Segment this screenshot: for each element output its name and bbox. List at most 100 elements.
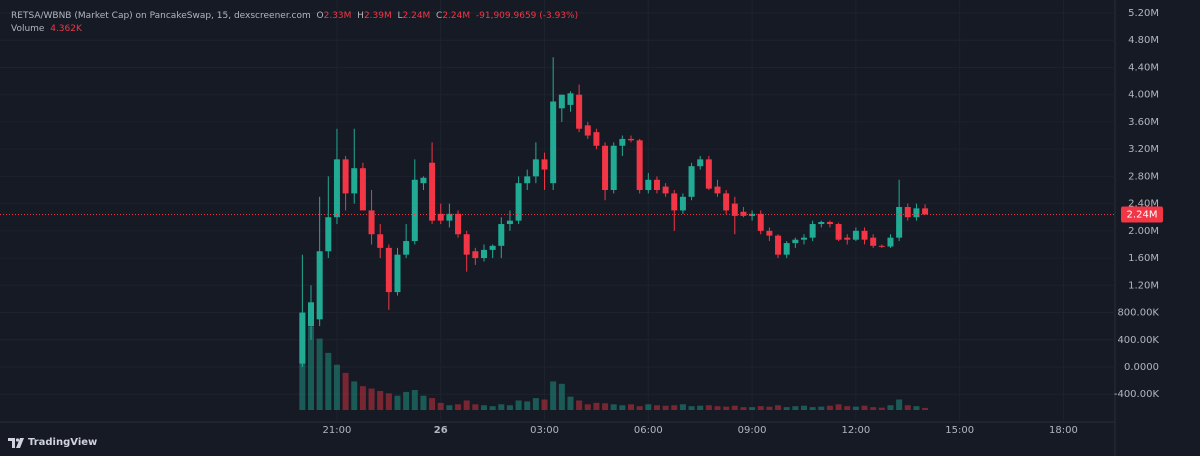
- candle-body: [887, 237, 894, 247]
- volume-bar: [316, 338, 323, 410]
- ohlc-key: H: [357, 11, 364, 21]
- volume-bar: [602, 403, 609, 410]
- candle-body: [506, 220, 513, 225]
- y-tick-label: 2.40M: [1128, 199, 1159, 210]
- volume-bar: [359, 386, 366, 410]
- y-tick-label: -400.00K: [1114, 389, 1160, 400]
- volume-bar: [455, 404, 462, 410]
- candle-body: [333, 159, 340, 218]
- candle-body: [437, 213, 444, 221]
- candle-body: [922, 208, 929, 215]
- volume-bar: [697, 405, 704, 410]
- candle-body: [835, 224, 842, 240]
- volume-bar: [489, 406, 496, 410]
- candle-body: [602, 145, 609, 190]
- y-tick-label: 2.80M: [1128, 171, 1159, 182]
- volume-bar: [342, 372, 349, 410]
- x-tick-label: 12:00: [841, 425, 870, 436]
- ohlc-key: L: [397, 11, 403, 21]
- candle-body: [749, 213, 756, 216]
- y-tick-label: 800.00K: [1117, 308, 1159, 319]
- volume-bar: [844, 406, 851, 410]
- x-tick-label: 21:00: [323, 425, 352, 436]
- volume-bar: [757, 406, 764, 410]
- volume-bar: [411, 390, 418, 410]
- volume-bar: [619, 405, 626, 410]
- volume-bar: [498, 404, 505, 410]
- brand[interactable]: TradingView: [8, 437, 97, 448]
- candle-body: [411, 179, 418, 242]
- candle-body: [420, 177, 427, 184]
- candle-body: [826, 221, 833, 225]
- candle-body: [515, 183, 522, 221]
- volume-bar: [679, 404, 686, 410]
- candle-body: [723, 193, 730, 211]
- candle-body: [878, 245, 885, 247]
- chart-title: RETSA/WBNB (Market Cap) on PancakeSwap, …: [11, 11, 311, 21]
- brand-logo: [8, 437, 24, 448]
- candle-body: [524, 176, 531, 184]
- volume-bar: [705, 405, 712, 410]
- candle-body: [576, 94, 583, 129]
- candle-body: [792, 239, 799, 244]
- y-tick-label: 4.00M: [1128, 90, 1159, 101]
- volume-bar: [688, 406, 695, 410]
- candle-body: [913, 208, 920, 218]
- volume-bar: [628, 404, 635, 410]
- candle-body: [800, 237, 807, 240]
- volume-bar: [472, 404, 479, 410]
- candle-body: [671, 193, 678, 211]
- candle-body: [662, 186, 669, 194]
- volume-bar: [723, 406, 730, 410]
- volume-bar: [749, 407, 756, 410]
- volume-bar: [826, 405, 833, 410]
- ohlc-key: C: [436, 11, 443, 21]
- candle-body: [368, 210, 375, 235]
- candle-body: [308, 302, 315, 327]
- volume-bar: [550, 381, 557, 410]
- volume-bar: [377, 390, 384, 410]
- volume-bar: [593, 402, 600, 410]
- candle-body: [870, 237, 877, 246]
- volume-bar: [887, 405, 894, 410]
- candle-body: [852, 230, 859, 240]
- volume-bar: [368, 388, 375, 410]
- candle-body: [394, 254, 401, 293]
- volume-bar: [515, 400, 522, 410]
- candle-body: [904, 207, 911, 218]
- ohlc-key: O: [316, 11, 324, 21]
- volume-bar: [394, 395, 401, 410]
- y-tick-label: 1.20M: [1128, 280, 1159, 291]
- candle-body: [532, 159, 539, 177]
- y-tick-label: 2.00M: [1128, 226, 1159, 237]
- last-price-tag: [1121, 206, 1163, 223]
- x-tick-label: 09:00: [738, 425, 767, 436]
- ohlc-value: 2.33M: [323, 11, 352, 21]
- change: -91,909.9659 (-3.93%): [475, 11, 579, 21]
- candle-body: [463, 234, 470, 255]
- candle-body: [489, 245, 496, 250]
- volume-bar: [861, 405, 868, 410]
- candle-body: [498, 224, 505, 246]
- candle-body: [783, 243, 790, 255]
- x-tick-label: 06:00: [634, 425, 663, 436]
- ohlc-value: 2.24M: [402, 11, 431, 21]
- y-tick-label: 400.00K: [1117, 335, 1159, 346]
- volume-bar: [662, 405, 669, 410]
- volume-bar: [463, 400, 470, 410]
- candle-body: [377, 234, 384, 248]
- candle-body: [818, 221, 825, 225]
- x-tick-label: 26: [434, 425, 448, 436]
- volume-bar: [429, 398, 436, 410]
- volume-bar: [541, 399, 548, 410]
- candle-body: [541, 159, 548, 170]
- volume-bar: [524, 401, 531, 410]
- candle-body: [342, 159, 349, 194]
- volume-bar: [671, 405, 678, 410]
- candle-body: [645, 179, 652, 190]
- volume-bar: [610, 404, 617, 410]
- candle-body: [705, 159, 712, 189]
- volume-bar: [308, 326, 315, 410]
- volume-bar: [506, 405, 513, 410]
